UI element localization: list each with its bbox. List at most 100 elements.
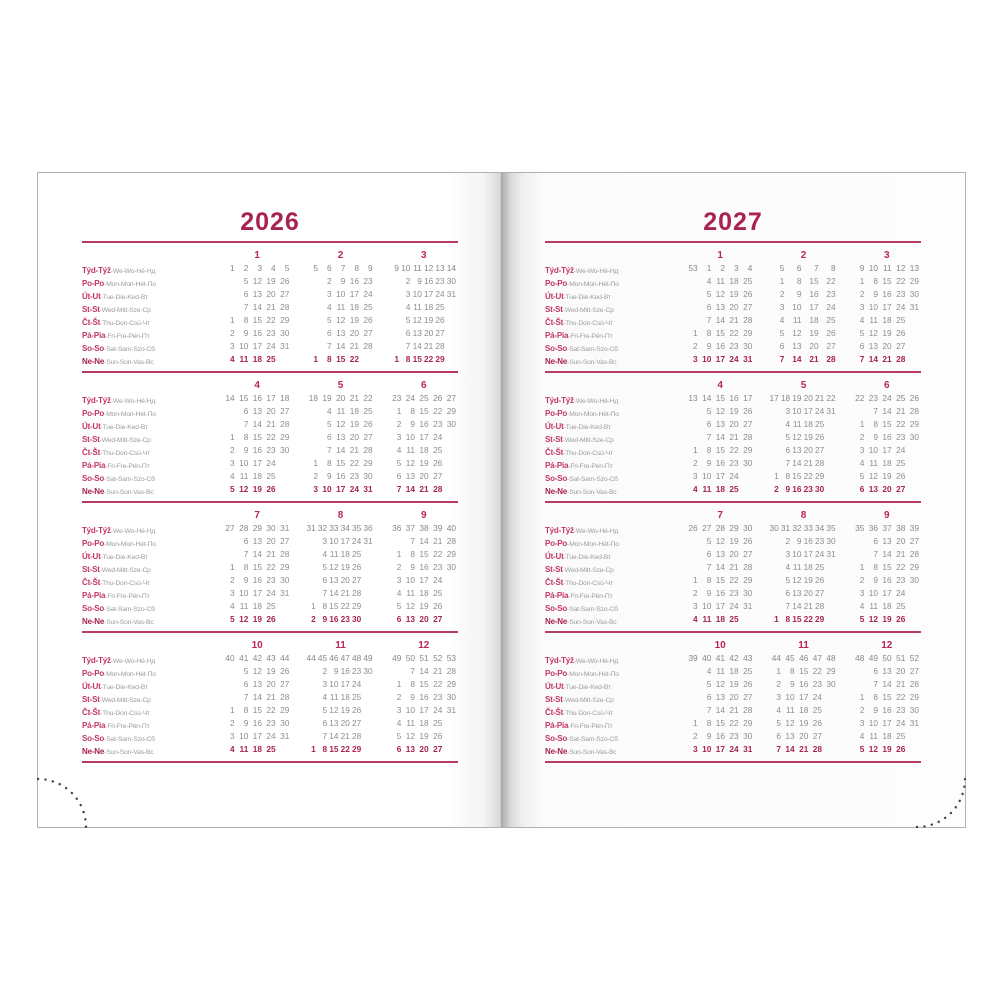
date-cell: 10 <box>868 302 878 312</box>
date-cell: 20 <box>896 536 906 546</box>
week-number-cell: 45 <box>785 653 795 663</box>
date-cell: 1 <box>396 549 402 559</box>
date-cell: 6 <box>776 731 781 741</box>
date-cell <box>741 483 755 496</box>
date-cell: 10 <box>239 588 249 598</box>
date-cell <box>390 275 401 288</box>
date-cell: 12 <box>329 705 339 715</box>
date-cell: 9 <box>706 341 712 351</box>
date-cell <box>824 704 838 717</box>
date-cell: 20 <box>266 679 276 689</box>
label-cz-sk: Pá-Pia <box>545 331 569 340</box>
week-number-cell: 9 <box>368 263 373 273</box>
date-cell: 13 <box>252 406 262 416</box>
dates-row: 2 9 16 23 30 <box>686 340 754 353</box>
date-cell: 30 <box>446 562 456 572</box>
label-cz-sk: Čt-Št <box>545 448 564 457</box>
date-cell: 3 <box>230 341 235 351</box>
date-cell: 23 <box>433 419 443 429</box>
date-cell: 17 <box>715 744 725 754</box>
date-cell: 30 <box>446 276 456 286</box>
date-cell: 13 <box>336 432 346 442</box>
dates-row: 1 8 15 22 29 <box>686 717 754 730</box>
week-number-cell: 52 <box>909 653 919 663</box>
date-cell <box>444 587 458 600</box>
weekday-label: Út-Ut-Tue-Die-Ked-Вт <box>545 288 671 301</box>
label-cz-sk: Po-Po <box>545 669 568 678</box>
date-cell: 2 <box>859 705 865 715</box>
date-cell <box>853 548 867 561</box>
label-cz-sk: St-St <box>545 565 563 574</box>
date-cell: 18 <box>349 302 359 312</box>
date-cell: 29 <box>446 549 456 559</box>
date-cell: 23 <box>433 692 443 702</box>
date-cell: 21 <box>266 302 276 312</box>
date-cell: 1 <box>230 562 235 572</box>
dates-row: 4 11 18 25 <box>306 691 374 704</box>
date-cell: 26 <box>896 471 906 481</box>
date-cell: 17 <box>349 289 359 299</box>
calendar-band: Týd-Týž-We-Wo-Hé-Нд Po-Po-Mon-Mon-Hét-По Ú… <box>82 639 458 756</box>
week-number-cell: 24 <box>882 393 892 403</box>
week-number-cell: 50 <box>882 653 892 663</box>
date-cell: 22 <box>803 614 813 624</box>
date-cell: 26 <box>826 328 836 338</box>
date-cell: 16 <box>252 328 262 338</box>
date-cell: 17 <box>423 289 434 299</box>
dates-row: 3 10 17 24 31 <box>390 704 458 717</box>
label-cz-sk: Čt-Št <box>545 708 564 717</box>
date-cell: 6 <box>785 445 791 455</box>
date-cell: 17 <box>715 471 725 481</box>
date-cell: 27 <box>909 536 919 546</box>
date-cell: 20 <box>882 484 892 494</box>
date-cell: 23 <box>803 484 813 494</box>
label-header-spacer <box>82 639 208 652</box>
week-number-cell: 14 <box>702 393 712 403</box>
date-cell: 6 <box>243 536 249 546</box>
date-cell: 27 <box>743 692 753 702</box>
date-cell: 21 <box>266 549 276 559</box>
week-number-cell: 48 <box>826 653 836 663</box>
weekday-label: Út-Ut-Tue-Die-Ked-Вт <box>545 678 671 691</box>
label-cz-sk: So-So <box>82 604 105 613</box>
date-cell <box>361 353 375 366</box>
date-cell: 15 <box>336 458 346 468</box>
label-cz-sk: Po-Po <box>82 409 105 418</box>
date-cell: 15 <box>252 705 262 715</box>
week-numbers-row: 22 23 24 25 26 <box>853 392 921 405</box>
week-number-cell: 21 <box>349 393 359 403</box>
date-cell: 3 <box>859 445 865 455</box>
month-number: 9 <box>884 510 890 521</box>
date-cell: 2 <box>859 575 865 585</box>
date-cell <box>363 600 374 613</box>
month-number: 10 <box>251 640 263 651</box>
weekday-label-column: Týd-Týž-We-Wo-Hé-Нд Po-Po-Mon-Mon-Hét-По Ú… <box>545 509 671 626</box>
label-cz-sk: Po-Po <box>82 669 105 678</box>
date-cell <box>686 405 700 418</box>
weekday-label: Ne-Ne-Sun-Son-Vas-Вс <box>82 743 208 756</box>
date-cell: 23 <box>266 575 276 585</box>
weekday-label: Ne-Ne-Sun-Son-Vas-Вс <box>82 483 208 496</box>
date-cell <box>363 691 374 704</box>
weekday-label-column: Týd-Týž-We-Wo-Hé-Нд Po-Po-Mon-Mon-Hét-По Ú… <box>545 249 671 366</box>
dates-row: 7 14 21 28 <box>769 457 837 470</box>
dates-row: 1 8 15 22 29 <box>390 548 458 561</box>
week-number-cell: 33 <box>803 523 813 533</box>
date-cell <box>363 561 374 574</box>
dates-row: 6 13 20 27 <box>390 327 458 340</box>
dates-row: 3 10 17 24 31 <box>853 717 921 730</box>
date-cell: 11 <box>786 705 795 715</box>
date-cell: 26 <box>896 744 906 754</box>
date-cell: 6 <box>396 471 402 481</box>
date-cell <box>306 561 317 574</box>
date-cell <box>363 587 374 600</box>
label-en-de-hu-ru: -Sat-Sam-Szo-Сб <box>567 476 618 483</box>
date-cell: 3 <box>396 432 402 442</box>
date-cell: 13 <box>405 744 415 754</box>
dates-row: 7 14 21 28 <box>223 691 291 704</box>
weekday-label: Čt-Št-Thu-Don-Csü-Чт <box>545 444 671 457</box>
label-cz-sk: Čt-Št <box>82 578 101 587</box>
date-cell: 20 <box>803 445 813 455</box>
dates-row: 1 8 15 22 29 <box>306 457 374 470</box>
date-cell: 1 <box>693 328 698 338</box>
